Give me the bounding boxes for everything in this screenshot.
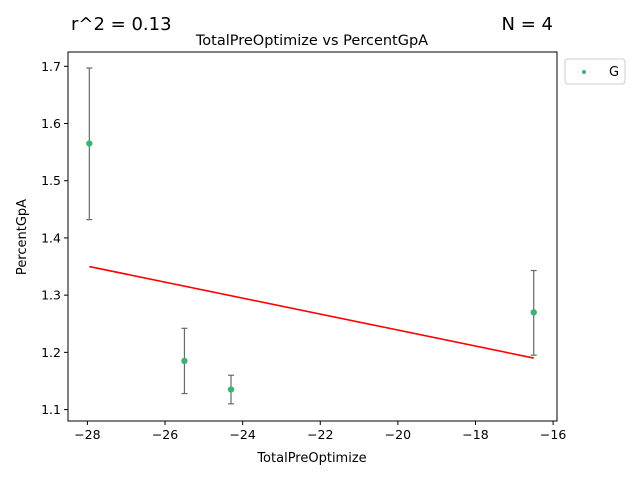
data-point (181, 357, 188, 365)
x-tick-label: −24 (229, 427, 255, 442)
data-point (86, 140, 93, 147)
fit-line-layer (89, 265, 534, 359)
chart-title: TotalPreOptimize vs PercentGpA (195, 33, 428, 49)
x-tick-label: −28 (74, 427, 100, 442)
x-axis: −28 −26 −24 −22 −20 −18 −16 (74, 421, 566, 442)
legend-marker-g (582, 70, 586, 74)
y-tick-label: 1.1 (41, 402, 61, 417)
plot-area-frame (67, 51, 558, 422)
x-tick-label: −18 (462, 427, 488, 442)
x-tick-label: −20 (385, 427, 411, 442)
data-point (530, 309, 537, 316)
y-tick-label: 1.2 (41, 345, 61, 360)
legend-box (564, 58, 626, 85)
x-tick-label: −16 (540, 427, 566, 442)
y-tick-label: 1.7 (41, 59, 61, 74)
data-point (227, 386, 235, 393)
r-squared-label: r^2 = 0.13 (71, 14, 172, 35)
y-tick-label: 1.4 (41, 230, 61, 245)
sample-count-label: N = 4 (502, 14, 553, 35)
y-tick-label: 1.6 (41, 116, 61, 131)
x-tick-label: −22 (307, 427, 333, 442)
x-tick-label: −26 (152, 427, 178, 442)
x-axis-label: TotalPreOptimize (256, 451, 366, 466)
legend-label-g: G (609, 65, 619, 80)
regression-line (89, 265, 534, 359)
data-points-layer (86, 140, 537, 393)
y-axis: 1.1 1.2 1.3 1.4 1.5 1.6 1.7 (41, 59, 68, 417)
y-tick-label: 1.3 (41, 288, 61, 303)
legend: G (564, 58, 626, 85)
y-axis-label: PercentGpA (15, 199, 30, 275)
y-tick-label: 1.5 (41, 173, 61, 188)
